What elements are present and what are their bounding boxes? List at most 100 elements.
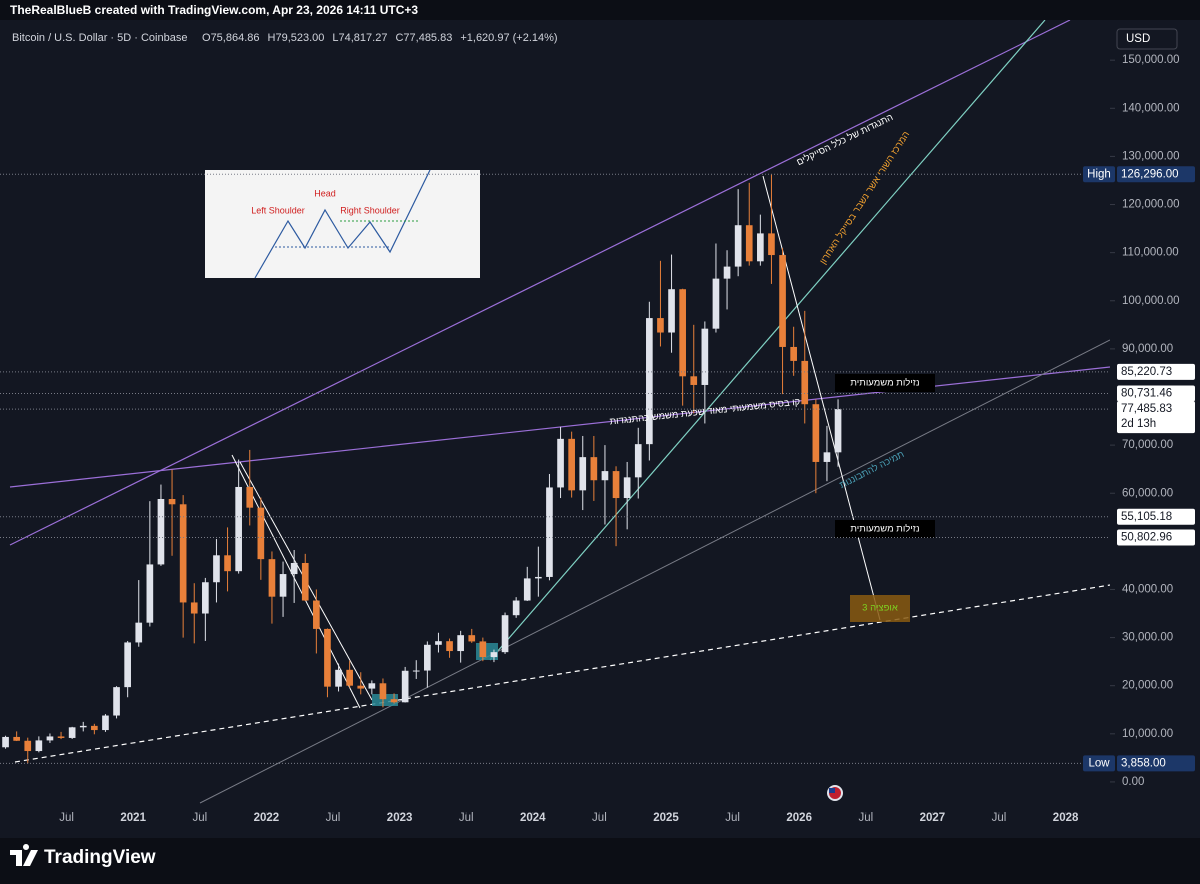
candle-body <box>646 318 653 445</box>
candle-body <box>35 740 43 752</box>
price-label-box <box>1117 166 1195 183</box>
ohlc-value: 74,817.27 <box>339 32 388 44</box>
candle-body <box>435 641 442 645</box>
price-label: 3,858.00 <box>1121 757 1166 769</box>
candle-body <box>679 289 686 377</box>
inset-label: Head <box>314 188 336 198</box>
price-label-box <box>1117 401 1195 434</box>
annotation: נזילות משמעותית <box>850 523 919 535</box>
price-label: 80,731.46 <box>1121 388 1172 400</box>
candle-body <box>79 725 87 728</box>
price-label: 50,802.96 <box>1121 532 1172 544</box>
candle-body <box>412 670 420 672</box>
ohlc-value: 77,485.83 <box>403 32 452 44</box>
y-tick-label: 0.00 <box>1122 776 1144 788</box>
footer-bar <box>0 838 1200 884</box>
price-name: High <box>1087 168 1111 180</box>
candle-body <box>190 602 198 614</box>
x-tick-label: Jul <box>459 812 474 824</box>
candle-body <box>401 670 409 703</box>
candle-body <box>235 486 242 572</box>
candle-body <box>68 727 76 738</box>
candle-body <box>257 507 265 560</box>
candle-body <box>512 600 520 616</box>
candle-body <box>623 477 631 499</box>
symbol: Bitcoin / U.S. Dollar · 5D · Coinbase <box>12 32 187 44</box>
ohlc: O75,864.86 H79,523.00 L74,817.27 C77,485.83… <box>202 32 558 44</box>
zone <box>372 694 398 706</box>
candle-body <box>168 499 176 505</box>
candle-body <box>568 438 575 491</box>
candle-body <box>313 600 320 629</box>
candle-body <box>246 486 254 508</box>
x-tick-label: Jul <box>858 812 873 824</box>
candle-body <box>135 622 143 643</box>
candle-body <box>468 635 476 642</box>
x-tick-label: 2023 <box>387 812 413 824</box>
candle-body <box>723 266 731 279</box>
candles <box>2 174 842 764</box>
trendline <box>489 20 1046 661</box>
candle-body <box>2 736 9 748</box>
ohlc-value: 79,523.00 <box>275 32 324 44</box>
candle-body <box>46 736 54 741</box>
candle-body <box>390 699 398 703</box>
candle-body <box>590 457 598 481</box>
candle-body <box>368 683 376 689</box>
x-tick-label: Jul <box>59 812 74 824</box>
candle-body <box>13 736 20 741</box>
candle-body <box>579 457 587 491</box>
price-countdown: 2d 13h <box>1121 418 1156 430</box>
candle-body <box>202 582 209 614</box>
zone <box>476 643 498 660</box>
ohlc-key: H <box>268 32 276 44</box>
y-tick-label: 10,000.00 <box>1122 728 1173 740</box>
inset-label: Left Shoulder <box>251 205 305 215</box>
candle-body <box>612 471 620 499</box>
event-icon <box>827 785 843 801</box>
candle-body <box>113 687 120 716</box>
candle-body <box>757 233 764 262</box>
candle-body <box>690 376 698 385</box>
candle-body <box>157 499 165 565</box>
ohlc-key: C <box>395 32 403 44</box>
y-tick-label: 140,000.00 <box>1122 102 1180 114</box>
pattern-inset: Head Left Shoulder Right Shoulder <box>205 169 480 279</box>
x-tick-label: 2027 <box>920 812 946 824</box>
label-box <box>835 520 935 538</box>
ohlc-key: L <box>332 32 338 44</box>
credit-bar <box>0 0 1200 20</box>
x-tick-label: Jul <box>725 812 740 824</box>
y-tick-label: 100,000.00 <box>1122 295 1180 307</box>
price-label: 85,220.73 <box>1121 366 1172 378</box>
candle-body <box>446 641 453 652</box>
candle-body <box>224 555 231 572</box>
candle-body <box>768 233 775 256</box>
trendline <box>9 20 1071 546</box>
candle-body <box>834 409 842 453</box>
candle-body <box>601 471 609 481</box>
candle-body <box>346 669 353 686</box>
annotation: אופציה 3 <box>862 603 898 614</box>
x-tick-label: 2022 <box>254 812 280 824</box>
candle-body <box>24 740 32 752</box>
candle-body <box>268 559 276 597</box>
candle-body <box>324 628 331 687</box>
price-label-box <box>1117 508 1195 525</box>
candle-body <box>335 669 342 687</box>
ohlc-change: +1,620.97 (+2.14%) <box>460 32 557 44</box>
x-tick-label: 2028 <box>1053 812 1079 824</box>
y-tick-label: 150,000.00 <box>1122 54 1180 66</box>
y-tick-label: 90,000.00 <box>1122 343 1173 355</box>
candle-body <box>734 225 742 267</box>
candle-body <box>424 644 431 671</box>
candle-body <box>535 576 542 579</box>
price-label-box <box>1117 385 1195 402</box>
candle-body <box>812 404 820 462</box>
price-label-box <box>1117 755 1195 772</box>
x-tick-label: 2021 <box>120 812 146 824</box>
x-tick-label: 2024 <box>520 812 546 824</box>
x-tick-label: Jul <box>592 812 607 824</box>
